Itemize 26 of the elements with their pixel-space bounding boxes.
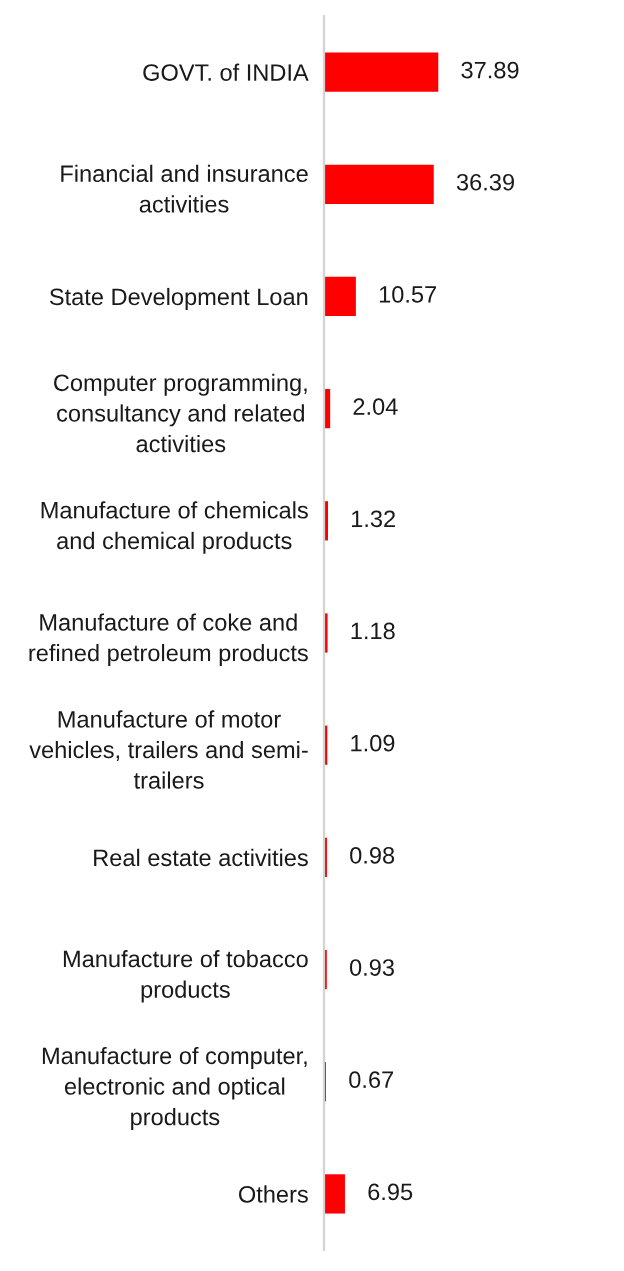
data-label: 0.93 [349,959,394,976]
data-label: 1.32 [352,510,395,528]
y-tick-label: Financial and insurance activities [61,164,308,213]
data-label: 1.09 [351,734,395,752]
y-tick-label: Computer programming, consultancy and related activities [54,373,307,453]
data-label: 10.57 [379,286,436,303]
y-tick-label: State Development Loan [49,287,308,310]
y-tick-label: GOVT. of INDIA [143,63,309,81]
y-tick-label: Manufacture of tobacco products [63,949,308,1003]
y-tick-label: Manufacture of computer, electronic and optical products [42,1046,307,1131]
bar [324,164,434,204]
y-tick-label: Manufacture of coke and refined petroleum products [29,613,308,667]
y-tick-label: Manufacture of chemicals and chemical products [41,501,308,554]
bar [324,1174,345,1214]
data-label: 2.04 [353,398,398,415]
data-label: 0.67 [349,1071,394,1089]
data-label: 0.98 [350,846,395,864]
data-label: 1.18 [351,622,395,640]
y-tick-label: Manufacture of motor vehicles, trailers and semi- trailers [29,710,308,789]
bar [324,276,356,317]
data-label: 36.39 [456,173,514,191]
data-label: 37.89 [461,61,519,79]
data-label: 6.95 [368,1183,413,1201]
bar [324,52,439,92]
y-tick-label: Real estate activities [94,848,308,867]
y-tick-label: Others [238,1185,308,1203]
